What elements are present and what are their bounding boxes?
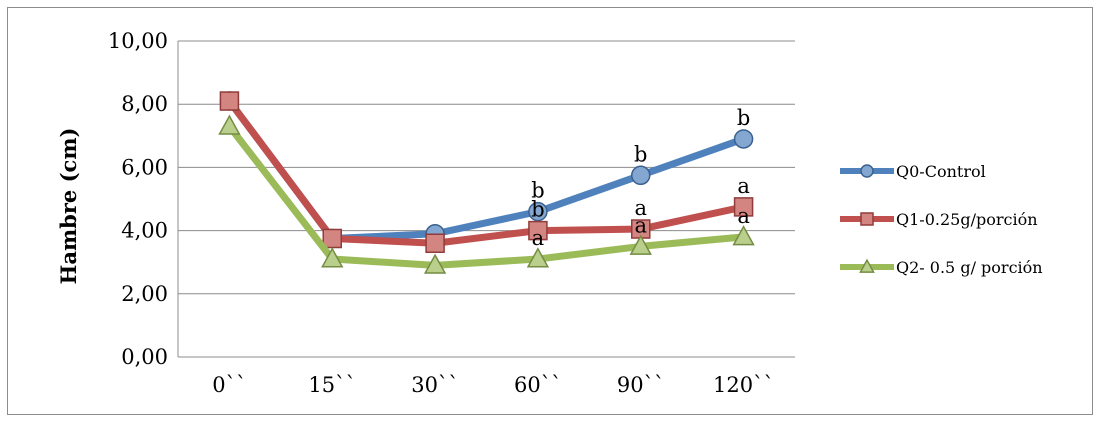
x-tick-label: 15``	[308, 373, 356, 397]
series-lines	[218, 91, 755, 274]
square-marker	[322, 228, 342, 249]
legend-label: Q2- 0.5 g/ porción	[896, 258, 1043, 277]
triangle-marker	[629, 234, 652, 255]
triangle-marker	[732, 225, 755, 246]
data-label: b	[531, 179, 544, 203]
triangle-marker	[321, 247, 344, 268]
circle-marker	[631, 165, 651, 186]
series-line	[225, 97, 748, 247]
series-q2-0-5-g-porci-n	[218, 114, 755, 274]
square-marker	[860, 212, 874, 226]
y-tick-labels: 0,00 2,00 4,00 6,00 8,00 10,00	[108, 29, 168, 369]
y-tick-label: 8,00	[121, 92, 168, 116]
y-tick-label: 10,00	[108, 29, 168, 53]
x-tick-label: 90``	[617, 373, 665, 397]
square-marker	[733, 197, 754, 217]
legend-entry: Q1-0.25g/porción	[840, 210, 1038, 229]
data-label: b	[531, 198, 544, 222]
legend: Q0-Control Q1-0.25g/porción Q2- 0.5 g/ por…	[840, 162, 1043, 277]
legend-label: Q0-Control	[896, 162, 986, 181]
data-label: a	[737, 204, 750, 228]
x-tick-label: 30``	[411, 373, 459, 397]
data-label: a	[634, 196, 647, 220]
square-marker	[425, 233, 445, 253]
circle-marker	[528, 201, 548, 222]
x-tick-label: 0``	[212, 373, 246, 397]
data-label: b	[737, 106, 750, 130]
legend-entry: Q2- 0.5 g/ porción	[840, 258, 1043, 277]
data-label: a	[532, 226, 545, 250]
data-label: b	[634, 142, 647, 166]
square-marker	[528, 220, 548, 241]
y-tick-label: 6,00	[121, 155, 168, 179]
triangle-marker	[859, 258, 875, 273]
y-tick-label: 2,00	[121, 282, 168, 306]
series-line	[225, 97, 748, 242]
gridlines	[177, 40, 795, 358]
y-axis-label: Hambre (cm)	[56, 128, 81, 285]
square-marker	[219, 91, 240, 111]
legend-label: Q1-0.25g/porción	[896, 210, 1038, 229]
legend-entry: Q0-Control	[840, 162, 986, 181]
circle-marker	[860, 164, 874, 178]
triangle-marker	[526, 247, 550, 268]
y-tick-label: 0,00	[121, 345, 168, 369]
x-tick-labels: 0`` 15`` 30`` 60`` 90`` 120``	[212, 373, 774, 397]
data-label: a	[737, 174, 750, 198]
circle-marker	[733, 129, 754, 149]
x-tick-label: 60``	[514, 373, 562, 397]
triangle-marker	[218, 114, 241, 135]
x-tick-label: 120``	[713, 373, 774, 397]
y-tick-label: 4,00	[121, 219, 168, 243]
series-line	[225, 122, 748, 269]
data-label: a	[634, 213, 647, 237]
series-q1-0-25g-porci-n	[219, 91, 754, 253]
triangle-marker	[423, 253, 447, 274]
